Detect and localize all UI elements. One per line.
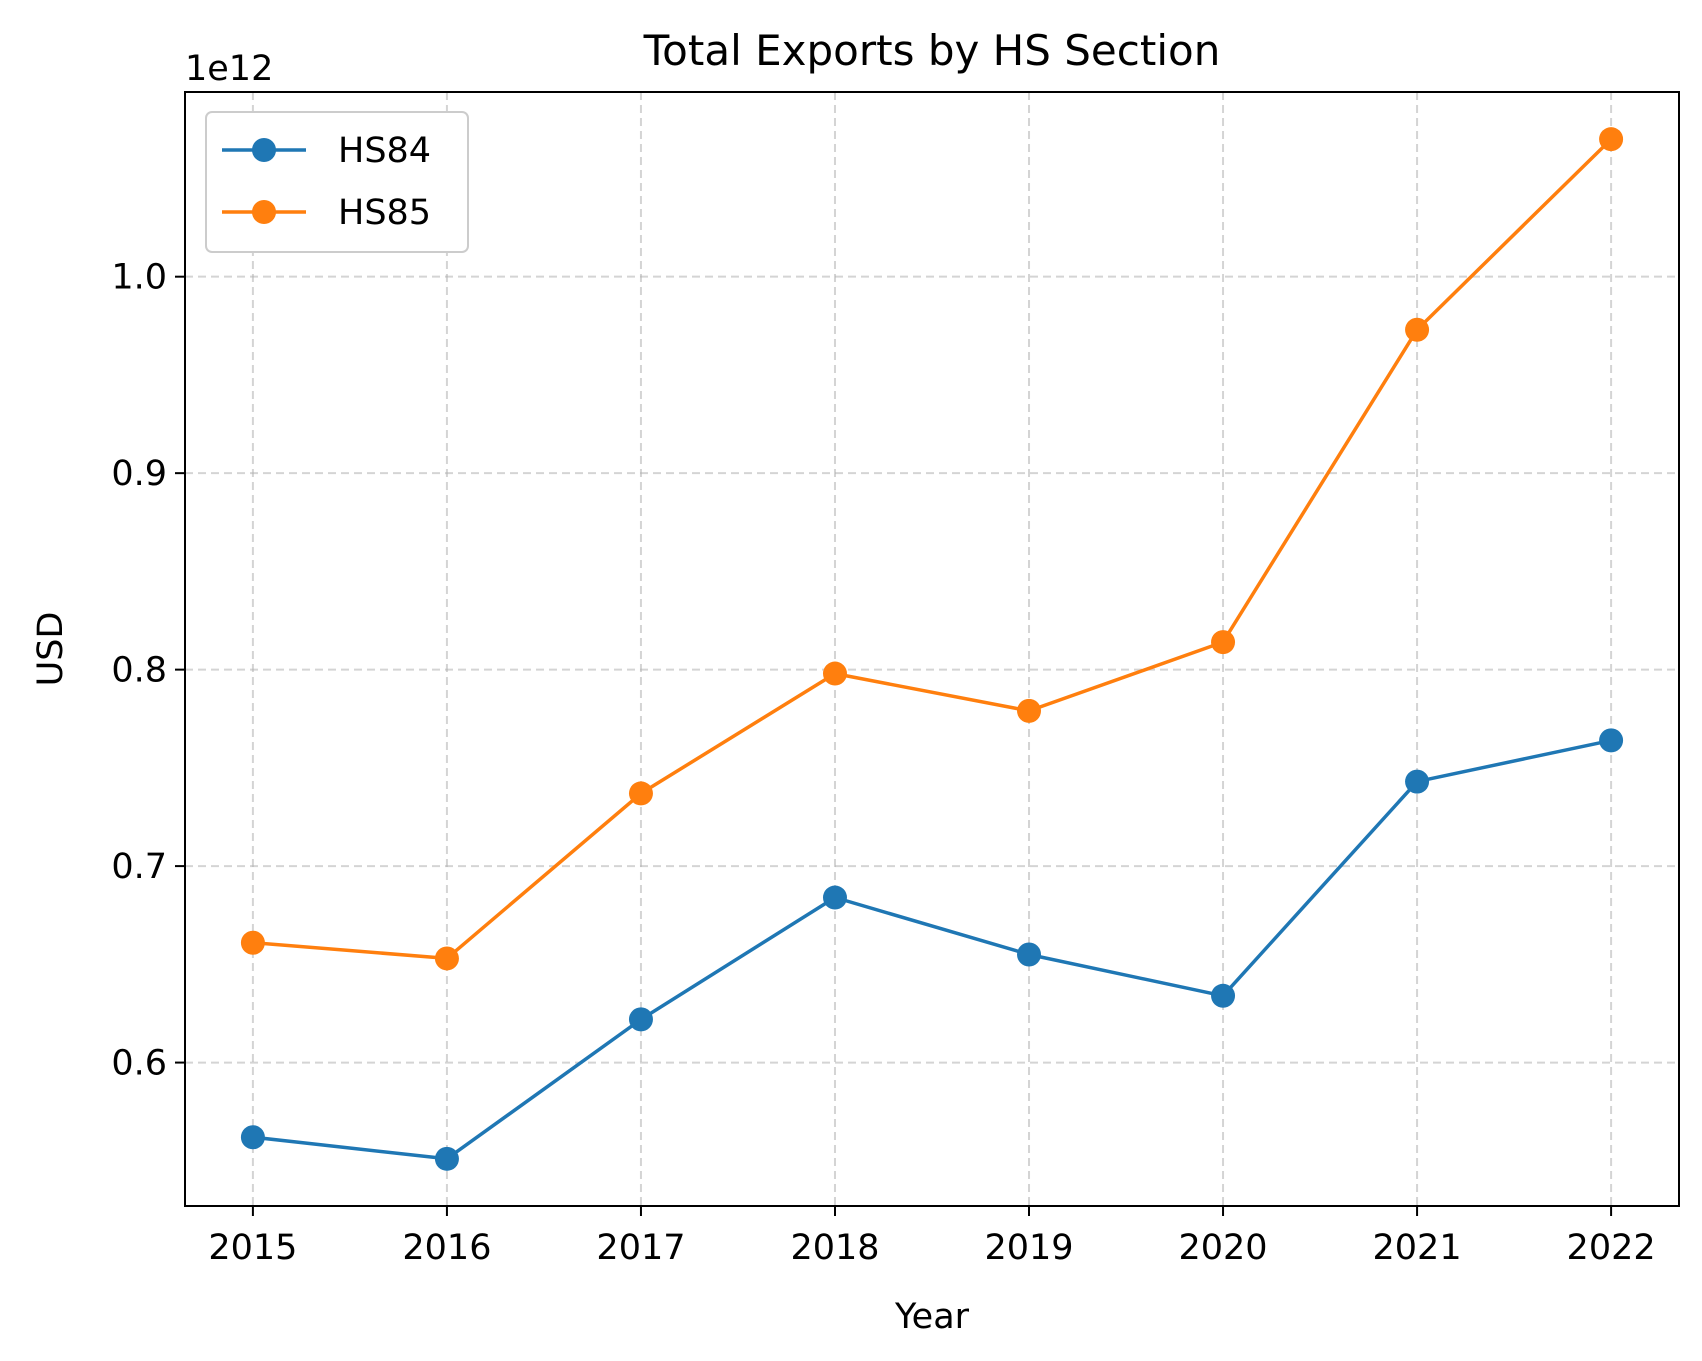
data-point-hs84 (1017, 942, 1042, 967)
legend-label-hs84: HS84 (338, 131, 431, 171)
data-point-hs84 (628, 1007, 653, 1032)
series-line-hs85 (252, 137, 1613, 961)
data-point-hs84 (822, 885, 847, 910)
x-tick-label: 2017 (596, 1228, 685, 1268)
series-lines (240, 127, 1624, 1171)
plot-frame (184, 91, 1680, 1207)
x-tick-label: 2016 (402, 1228, 491, 1268)
data-point-hs84 (240, 1125, 265, 1150)
data-point-hs85 (1405, 317, 1430, 342)
x-tick-label: 2019 (984, 1228, 1073, 1268)
legend-label-hs85: HS85 (338, 193, 431, 233)
data-point-hs85 (822, 661, 847, 686)
data-point-hs85 (240, 930, 265, 955)
y-axis-label: USD (31, 612, 71, 687)
data-point-hs84 (1599, 728, 1624, 753)
legend-marker-hs84 (252, 138, 276, 162)
legend: HS84 HS85 (205, 111, 469, 253)
data-point-hs85 (1599, 127, 1624, 152)
data-point-hs85 (1017, 698, 1042, 723)
chart-title: Total Exports by HS Section (643, 26, 1221, 75)
y-tick-label: 0.9 (111, 454, 167, 494)
y-tick-label: 0.7 (111, 847, 167, 887)
data-point-hs84 (1405, 769, 1430, 794)
x-tick-label: 2021 (1373, 1228, 1462, 1268)
y-offset-label: 1e12 (185, 49, 273, 89)
data-point-hs85 (434, 946, 459, 971)
x-tick-label: 2020 (1178, 1228, 1267, 1268)
data-point-hs84 (1211, 983, 1236, 1008)
grid-lines (185, 92, 1679, 1206)
x-tick-label: 2022 (1567, 1228, 1656, 1268)
y-axis-ticks: 0.6 0.7 0.8 0.9 1.0 (111, 258, 185, 1084)
y-tick-label: 0.6 (111, 1044, 167, 1084)
series-line-hs84 (252, 738, 1612, 1161)
data-point-hs85 (628, 781, 653, 806)
legend-marker-hs85 (252, 200, 276, 224)
y-tick-label: 0.8 (111, 651, 167, 691)
y-tick-label: 1.0 (111, 258, 167, 298)
x-tick-label: 2018 (790, 1228, 879, 1268)
x-axis-ticks: 2015 2016 2017 2018 2019 2020 2021 2022 (208, 1206, 1656, 1268)
x-axis-label: Year (894, 1297, 970, 1337)
x-tick-label: 2015 (208, 1228, 297, 1268)
data-point-hs84 (434, 1146, 459, 1171)
data-point-hs85 (1211, 630, 1236, 655)
